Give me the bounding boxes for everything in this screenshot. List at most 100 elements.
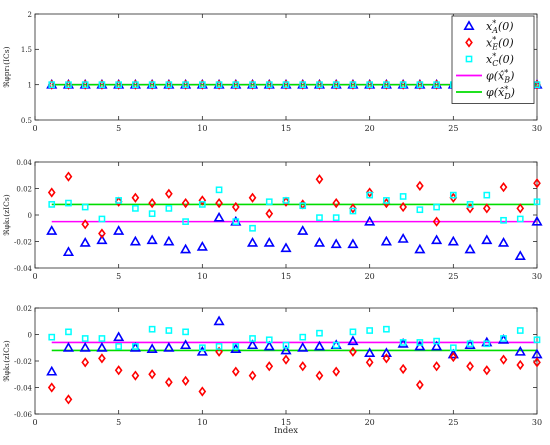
series-e-marker bbox=[148, 197, 156, 209]
legend-label: x* E(0) bbox=[486, 36, 514, 52]
series-e-marker bbox=[365, 187, 374, 198]
series-e-marker bbox=[482, 365, 491, 376]
x-tick-label: 5 bbox=[116, 418, 121, 427]
series-e-marker bbox=[533, 357, 541, 368]
y-tick-label: -0.02 bbox=[14, 238, 32, 246]
series-c-marker bbox=[115, 81, 123, 89]
y-tick-label: 0 bbox=[28, 331, 32, 339]
series-c-marker bbox=[299, 202, 307, 210]
series-c-marker bbox=[332, 341, 340, 349]
legend-marker-swatch bbox=[463, 20, 475, 30]
series-c-marker bbox=[399, 193, 407, 200]
series-a-marker bbox=[347, 238, 359, 249]
series-c-marker bbox=[383, 81, 390, 89]
series-a-marker bbox=[280, 344, 292, 355]
series-a-marker bbox=[380, 347, 392, 358]
series-e-marker bbox=[165, 377, 173, 388]
series-a-marker bbox=[414, 243, 426, 254]
series-e-marker bbox=[81, 219, 90, 230]
series-e-marker bbox=[64, 394, 73, 405]
series-e-marker bbox=[81, 357, 90, 368]
series-e-marker bbox=[148, 369, 156, 380]
series-a-marker bbox=[196, 345, 208, 356]
x-tick-label: 10 bbox=[197, 272, 207, 281]
series-c-marker bbox=[81, 81, 89, 89]
y-axis-label: ℜφk₁(zICs) bbox=[2, 340, 11, 381]
series-c-marker bbox=[366, 81, 374, 89]
series-a-marker bbox=[46, 365, 58, 376]
series-c-marker bbox=[232, 81, 240, 89]
series-c-marker bbox=[533, 336, 541, 344]
series-a-marker bbox=[414, 340, 426, 351]
series-c-marker bbox=[416, 339, 424, 346]
y-tick-label: -0.06 bbox=[14, 411, 32, 419]
series-e-marker bbox=[131, 192, 140, 203]
series-c-marker bbox=[449, 344, 457, 352]
x-tick-label: 15 bbox=[281, 272, 291, 281]
x-tick-label: 10 bbox=[197, 124, 207, 133]
series-c-marker bbox=[282, 341, 290, 349]
series-a-marker bbox=[246, 237, 259, 247]
y-tick-label: 1.5 bbox=[21, 46, 32, 54]
series-e-marker bbox=[298, 361, 307, 372]
y-axis-label: ℜφpr₁(ICs) bbox=[2, 46, 11, 87]
series-a-marker bbox=[246, 339, 259, 350]
x-tick-label: 5 bbox=[116, 124, 121, 133]
series-a-marker bbox=[431, 234, 443, 245]
series-c-marker bbox=[65, 328, 72, 336]
series-e-marker bbox=[382, 353, 391, 364]
series-a-marker bbox=[313, 237, 326, 247]
x-tick-label: 30 bbox=[532, 272, 542, 281]
series-e-marker bbox=[399, 363, 407, 375]
series-e-marker bbox=[64, 171, 73, 182]
axes-box bbox=[34, 161, 538, 269]
series-a-marker bbox=[297, 225, 309, 235]
series-a-marker bbox=[213, 315, 225, 326]
series-c-marker bbox=[198, 344, 206, 352]
legend-label: x* C(0) bbox=[486, 52, 514, 68]
x-tick-label: 25 bbox=[448, 272, 458, 281]
series-c-marker bbox=[215, 343, 223, 350]
series-a-marker bbox=[263, 340, 275, 351]
y-tick-label: 0.02 bbox=[16, 185, 32, 193]
x-tick-label: 30 bbox=[532, 418, 542, 427]
x-tick-label: 0 bbox=[32, 418, 37, 427]
series-a-marker bbox=[531, 215, 543, 226]
series-a-marker bbox=[163, 341, 175, 352]
series-c-marker bbox=[98, 215, 106, 223]
series-a-marker bbox=[481, 234, 493, 245]
series-a-marker bbox=[330, 238, 342, 249]
series-e-marker bbox=[533, 178, 541, 189]
series-c-marker bbox=[165, 205, 173, 212]
series-c-marker bbox=[399, 81, 407, 89]
series-c-marker bbox=[198, 201, 206, 208]
series-c-marker bbox=[249, 224, 256, 232]
series-a-marker bbox=[514, 250, 526, 261]
series-e-marker bbox=[466, 361, 474, 372]
series-c-marker bbox=[433, 203, 440, 211]
y-tick-label: -0.02 bbox=[14, 358, 32, 366]
series-c-marker bbox=[500, 216, 507, 224]
y-tick-label: 0.02 bbox=[16, 305, 32, 313]
x-tick-label: 30 bbox=[532, 124, 542, 133]
series-e-marker bbox=[198, 386, 207, 397]
series-a-marker bbox=[196, 240, 208, 251]
x-tick-label: 10 bbox=[197, 418, 207, 427]
series-e-marker bbox=[516, 203, 525, 214]
series-a-marker bbox=[263, 237, 275, 247]
series-a-marker bbox=[113, 225, 125, 235]
series-c-marker bbox=[282, 197, 290, 204]
series-e-marker bbox=[349, 346, 357, 357]
series-c-marker bbox=[349, 207, 357, 215]
series-e-marker bbox=[265, 361, 274, 372]
y-tick-label: 0 bbox=[28, 212, 32, 220]
legend-label: x* A(0) bbox=[486, 19, 514, 35]
series-e-marker bbox=[165, 188, 173, 199]
series-c-marker bbox=[316, 81, 323, 89]
series-c-marker bbox=[332, 81, 340, 89]
series-c-marker bbox=[215, 186, 223, 194]
series-e-marker bbox=[114, 365, 123, 376]
series-c-marker bbox=[81, 203, 89, 211]
series-c-marker bbox=[299, 333, 307, 341]
